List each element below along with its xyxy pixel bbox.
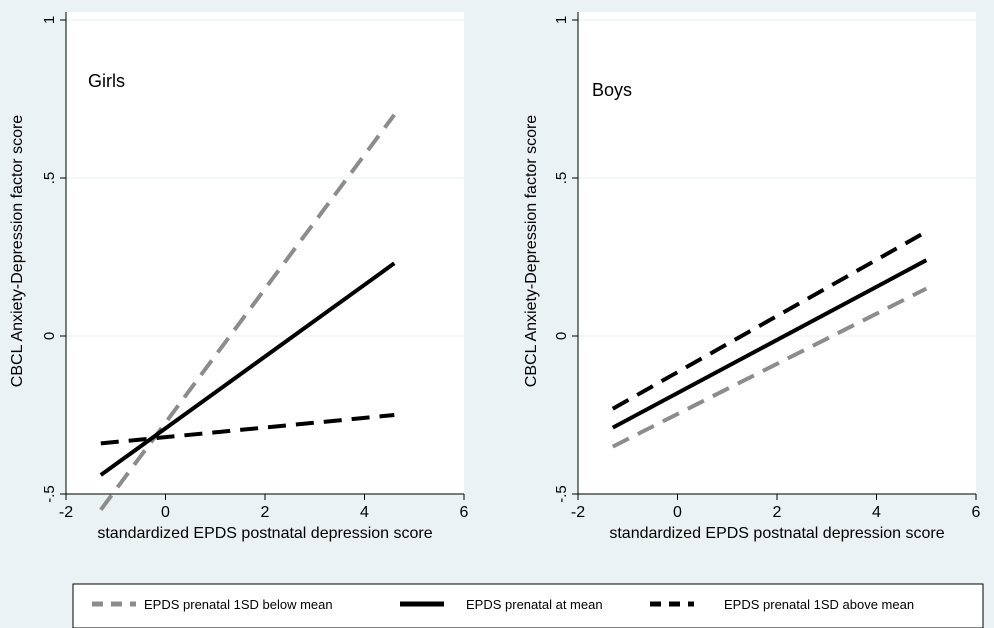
x-tick-label: 6: [972, 504, 981, 521]
x-tick-label: 0: [161, 504, 170, 521]
y-tick-label: .5: [553, 172, 570, 185]
girls-panel: -.5 0 .5 1 -2 0 2 4 6 standardized EPDS postnatal…: [9, 12, 469, 542]
legend-label: EPDS prenatal at mean: [466, 597, 603, 612]
y-tick-label: 0: [41, 332, 58, 340]
y-tick-label: 1: [41, 16, 58, 24]
x-tick-label: 2: [261, 504, 270, 521]
y-axis-label: CBCL Anxiety-Depression factor score: [523, 115, 540, 388]
y-axis-label: CBCL Anxiety-Depression factor score: [9, 115, 26, 388]
series-line: [611, 258, 928, 430]
y-tick-label: -.5: [553, 485, 570, 503]
y-tick-label: .5: [41, 172, 58, 185]
boys-panel: -.5 0 .5 1 -2 0 2 4 6 standardized EPDS postnatal…: [523, 12, 981, 542]
y-tick-label: 1: [553, 16, 570, 24]
legend-box: [72, 583, 984, 628]
panel-label: Girls: [88, 71, 125, 91]
plot-area: [578, 12, 976, 494]
plot-area: [66, 12, 464, 494]
x-tick-label: -2: [59, 504, 73, 521]
x-axis-label: standardized EPDS postnatal depression s…: [609, 525, 944, 542]
y-tick-label: 0: [553, 332, 570, 340]
y-tick-label: -.5: [41, 485, 58, 503]
x-tick-label: 6: [460, 504, 469, 521]
x-tick-label: -2: [571, 504, 585, 521]
x-axis-label: standardized EPDS postnatal depression s…: [97, 525, 432, 542]
panel-label: Boys: [592, 80, 632, 100]
x-tick-label: 4: [360, 504, 369, 521]
legend-label: EPDS prenatal 1SD above mean: [724, 597, 914, 612]
series-line: [100, 413, 395, 446]
x-tick-label: 0: [673, 504, 682, 521]
series-line: [611, 286, 928, 449]
x-tick-label: 4: [872, 504, 881, 521]
x-tick-label: 2: [773, 504, 782, 521]
legend: EPDS prenatal 1SD below mean EPDS prenata…: [72, 583, 984, 628]
legend-label: EPDS prenatal 1SD below mean: [144, 597, 333, 612]
series-line: [99, 261, 396, 477]
series-line: [611, 229, 928, 411]
